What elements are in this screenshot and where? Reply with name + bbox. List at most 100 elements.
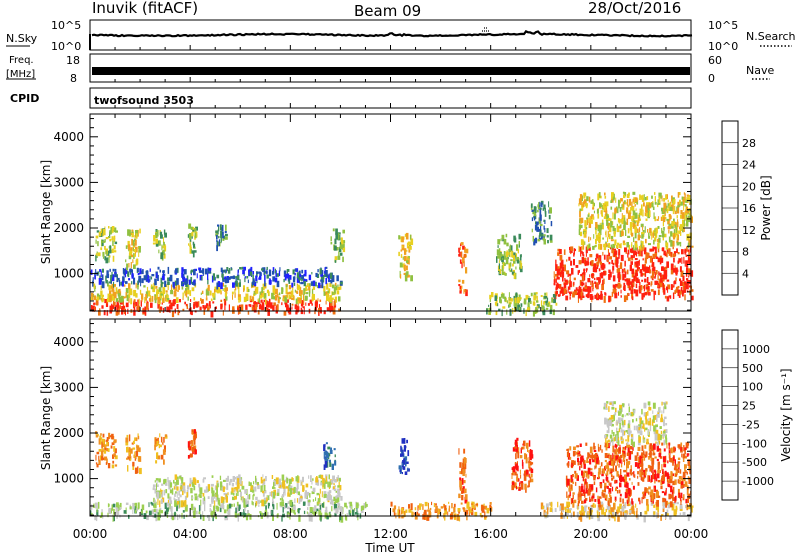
power-echo-cell	[569, 250, 570, 253]
power-echo-cell	[222, 270, 224, 273]
power-echo-cell	[398, 252, 400, 256]
velocity-echo-cell	[636, 418, 637, 421]
velocity-echo-cell	[159, 493, 161, 498]
power-echo-cell	[270, 279, 271, 285]
power-echo-cell	[655, 233, 656, 236]
velocity-echo-cell	[557, 502, 558, 508]
velocity-echo-cell	[234, 489, 235, 493]
power-echo-cell	[517, 260, 519, 264]
power-echo-cell	[521, 303, 523, 307]
power-echo-cell	[95, 255, 96, 262]
power-echo-cell	[613, 275, 616, 281]
power-echo-cell	[206, 298, 208, 301]
power-echo-cell	[131, 262, 132, 268]
velocity-echo-cell	[659, 441, 660, 445]
power-echo-cell	[99, 278, 102, 285]
velocity-echo-cell	[187, 486, 190, 490]
velocity-echo-cell	[641, 476, 642, 481]
power-echo-cell	[677, 235, 678, 239]
power-echo-cell	[102, 252, 104, 257]
power-echo-cell	[510, 298, 513, 301]
power-echo-cell	[259, 272, 261, 276]
velocity-echo-cell	[578, 492, 579, 498]
power-echo-cell	[681, 202, 683, 205]
velocity-echo-cell	[458, 448, 459, 454]
power-echo-cell	[105, 257, 108, 263]
power-echo-cell	[607, 237, 608, 242]
power-echo-cell	[225, 293, 227, 297]
power-echo-cell	[555, 260, 556, 265]
velocity-echo-cell	[467, 502, 470, 509]
velocity-echo-cell	[365, 502, 366, 508]
power-echo-cell	[181, 281, 183, 286]
power-echo-cell	[110, 279, 111, 281]
velocity-echo-cell	[657, 473, 660, 478]
velocity-echo-cell	[257, 482, 259, 484]
power-echo-cell	[404, 248, 406, 255]
power-echo-cell	[406, 260, 409, 263]
velocity-echo-cell	[177, 491, 178, 497]
velocity-echo-cell	[163, 480, 165, 485]
power-echo-cell	[294, 283, 295, 286]
velocity-echo-cell	[408, 504, 410, 509]
power-echo-cell	[326, 270, 328, 277]
velocity-echo-cell	[314, 505, 316, 511]
power-echo-cell	[668, 200, 669, 203]
power-echo-cell	[580, 274, 582, 276]
velocity-echo-cell	[322, 503, 324, 507]
velocity-echo-cell	[404, 511, 405, 516]
velocity-echo-cell	[280, 502, 282, 506]
velocity-echo-cell	[600, 445, 601, 450]
power-echo-cell	[301, 308, 302, 310]
power-echo-cell	[279, 267, 280, 271]
power-echo-cell	[644, 285, 645, 292]
velocity-echo-cell	[666, 440, 667, 445]
velocity-echo-cell	[258, 504, 259, 507]
velocity-echo-cell	[622, 420, 624, 425]
power-echo-cell	[336, 275, 339, 281]
power-echo-cell	[560, 291, 561, 297]
power-echo-cell	[301, 270, 303, 274]
power-echo-cell	[598, 284, 599, 289]
power-echo-cell	[177, 304, 179, 309]
power-echo-cell	[224, 276, 226, 279]
velocity-echo-cell	[606, 509, 608, 512]
velocity-echo-cell	[255, 476, 256, 483]
power-echo-cell	[673, 254, 676, 258]
power-echo-cell	[284, 271, 286, 275]
power-echo-cell	[541, 295, 543, 297]
power-echo-cell	[114, 273, 117, 277]
power-echo-cell	[682, 212, 685, 219]
power-echo-cell	[400, 263, 403, 268]
velocity-echo-cell	[661, 402, 662, 406]
power-echo-cell	[583, 241, 584, 246]
power-echo-cell	[181, 267, 183, 274]
power-echo-cell	[604, 193, 606, 196]
velocity-echo-cell	[197, 480, 199, 483]
power-echo-cell	[688, 275, 689, 277]
velocity-echo-cell	[669, 455, 671, 462]
velocity-echo-cell	[524, 475, 527, 481]
power-echo-cell	[644, 269, 645, 272]
power-echo-cell	[634, 251, 635, 257]
power-echo-cell	[139, 299, 140, 305]
power-echo-cell	[265, 298, 267, 305]
power-echo-cell	[673, 209, 674, 214]
power-echo-cell	[564, 265, 566, 272]
velocity-echo-cell	[680, 469, 682, 474]
power-echo-cell	[497, 256, 500, 259]
power-echo-cell	[183, 293, 184, 298]
velocity-echo-cell	[632, 419, 634, 422]
power-echo-cell	[94, 284, 96, 289]
power-echo-cell	[589, 286, 592, 292]
velocity-echo-cell	[393, 508, 395, 512]
power-echo-cell	[624, 247, 627, 252]
velocity-echo-cell	[96, 435, 99, 438]
power-echo-cell	[590, 294, 593, 300]
power-echo-cell	[684, 192, 685, 194]
power-echo-cell	[633, 276, 635, 282]
velocity-echo-cell	[610, 435, 613, 439]
velocity-echo-cell	[304, 511, 305, 514]
power-echo-cell	[614, 213, 616, 219]
